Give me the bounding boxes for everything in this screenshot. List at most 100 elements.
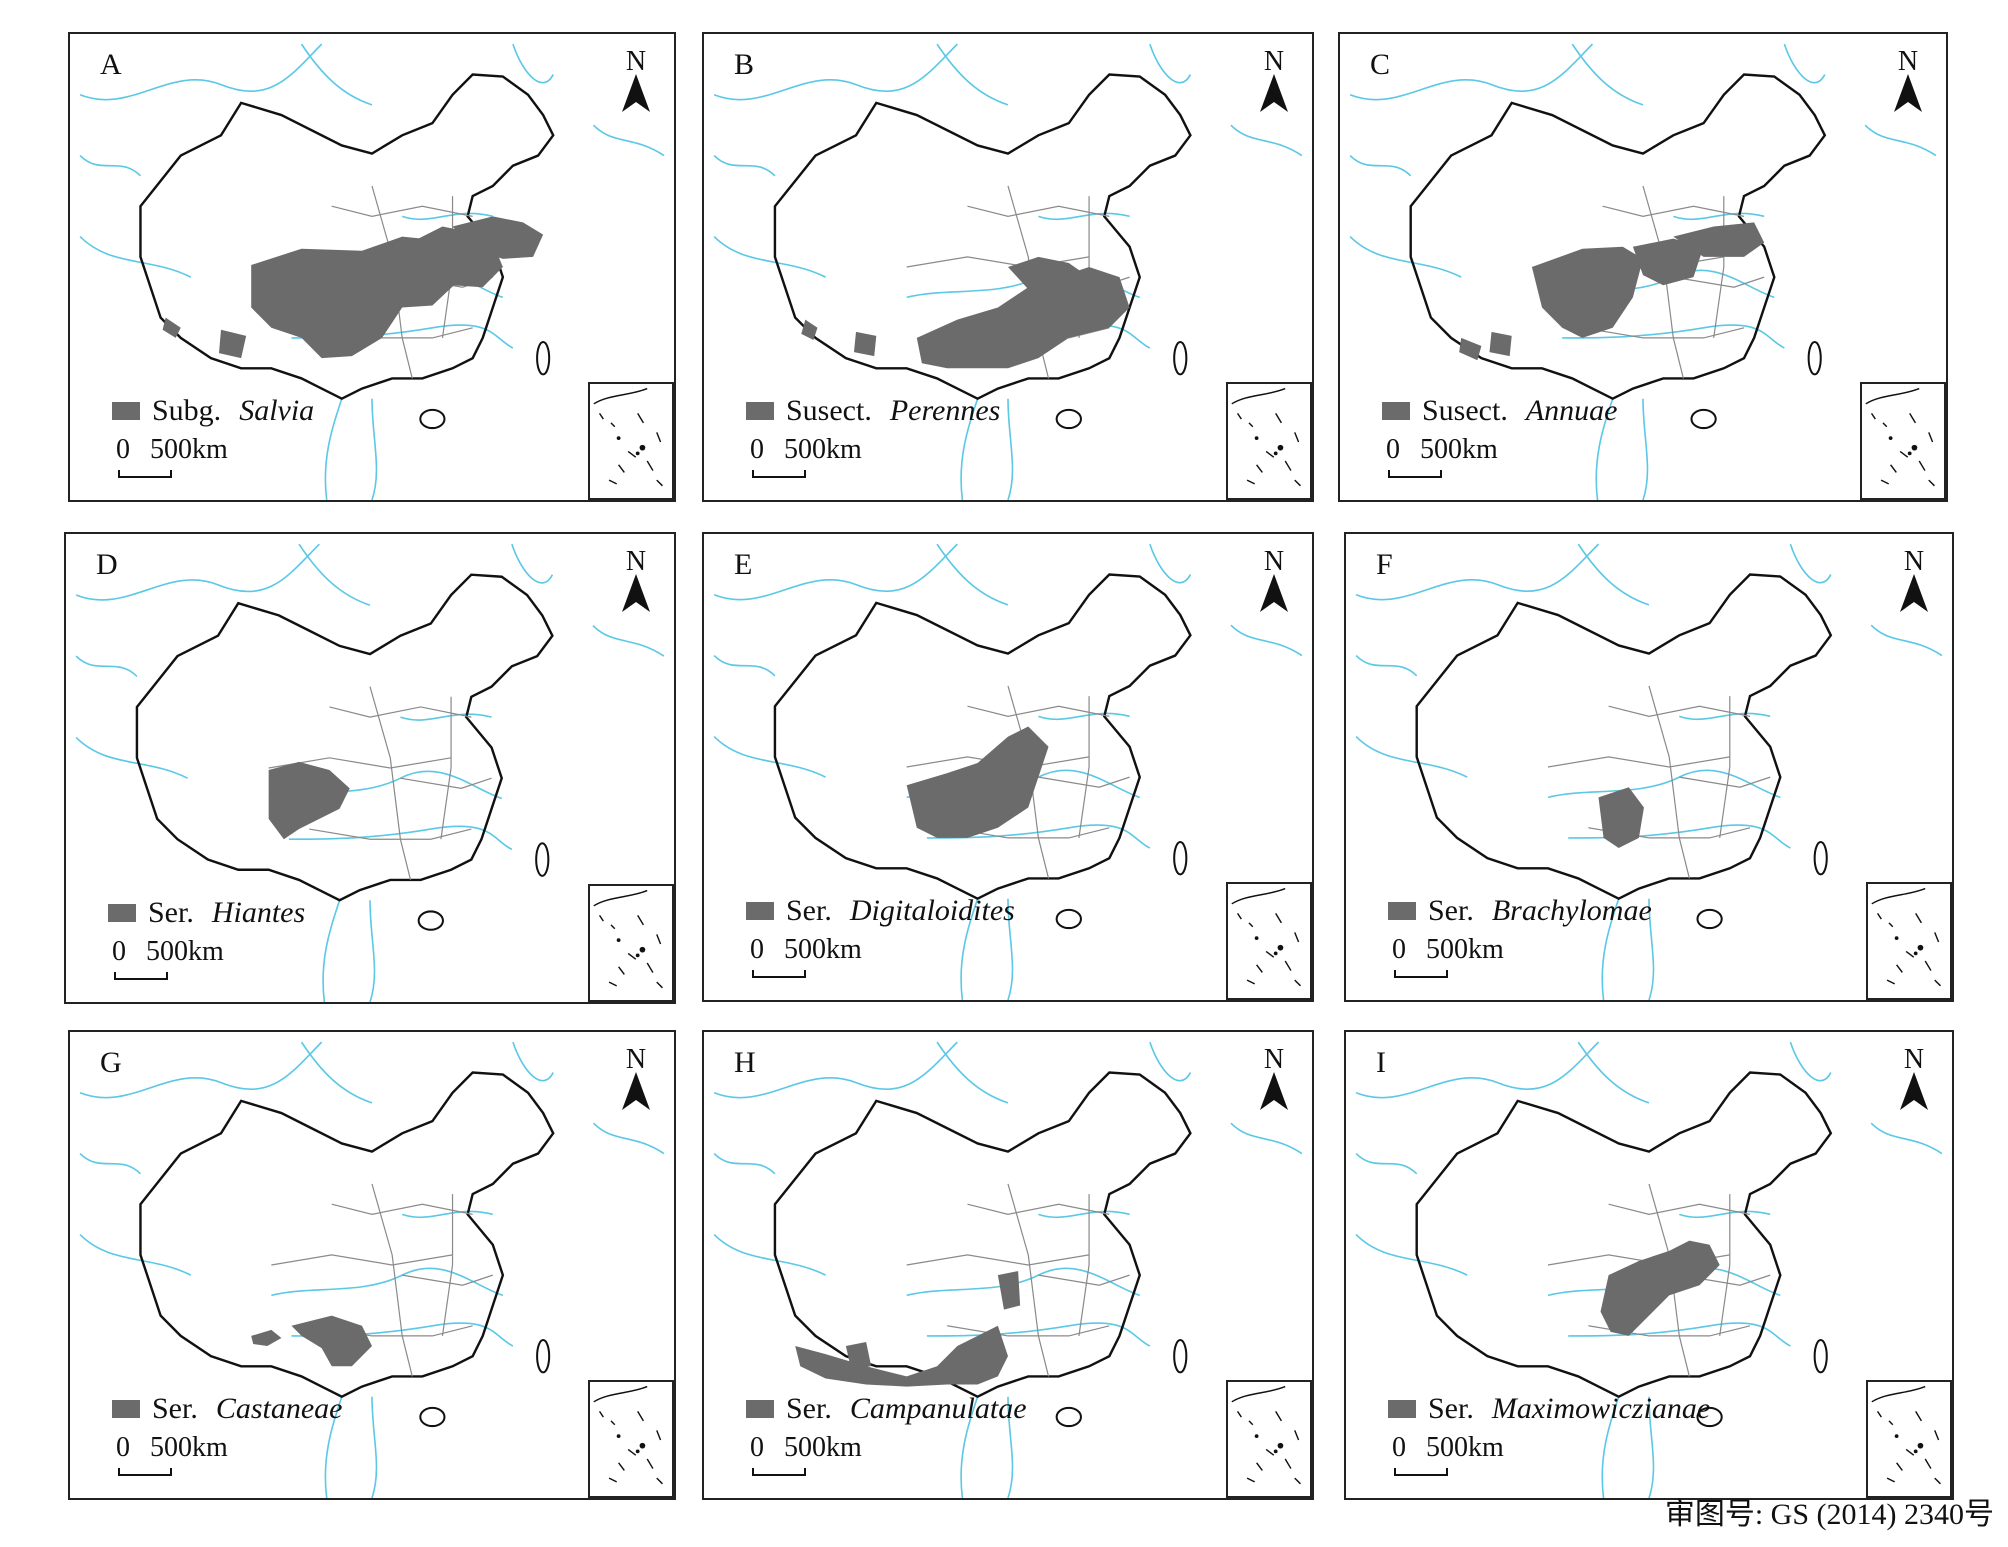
map-panel-d: D N Ser. Hiantes 0 500km — [64, 532, 676, 1004]
distribution-area — [1489, 331, 1512, 357]
province-boundary — [1608, 1203, 1751, 1215]
river-line — [1355, 543, 1600, 601]
north-label: N — [625, 546, 647, 577]
river-line — [512, 43, 554, 84]
province-boundary — [271, 1254, 453, 1266]
river-line — [79, 236, 192, 278]
panel-letter: D — [96, 548, 118, 581]
legend-taxon: Campanulatae — [849, 1392, 1027, 1425]
china-border — [139, 73, 555, 401]
river-line — [713, 1152, 776, 1175]
basemap — [79, 43, 665, 500]
legend: Ser. Brachylomae — [1388, 894, 1652, 928]
scale-zero: 0 — [750, 1432, 764, 1463]
scale-bar: 0 500km — [1388, 1430, 1538, 1480]
taiwan-island — [1173, 1338, 1188, 1374]
river-line — [79, 154, 142, 177]
legend-taxon: Brachylomae — [1491, 894, 1652, 927]
river-line — [1642, 398, 1649, 500]
river-line — [713, 543, 958, 601]
legend-rank: Subg. — [152, 394, 222, 427]
province-boundary — [1719, 696, 1731, 838]
river-line — [713, 236, 826, 278]
north-label: N — [1263, 46, 1285, 77]
river-line — [1038, 1210, 1130, 1219]
taiwan-island — [536, 340, 551, 376]
distribution-area — [1632, 238, 1704, 286]
river-line — [713, 43, 958, 101]
province-boundary — [331, 1203, 473, 1215]
province-boundary — [1007, 685, 1050, 879]
river-line — [369, 900, 376, 1002]
map-panel-g: G N Ser. Castaneae 0 500km — [68, 1030, 676, 1500]
legend-swatch — [746, 402, 774, 420]
distribution-area — [801, 319, 818, 340]
river-line — [1568, 1322, 1791, 1347]
province-boundary — [331, 205, 473, 217]
map-panel-e: E N Ser. Digitaloidites 0 500km — [702, 532, 1314, 1002]
river-line — [960, 898, 979, 1000]
legend-taxon: Castaneae — [215, 1392, 343, 1425]
scale-distance: 500km — [784, 934, 862, 965]
province-boundary — [441, 1194, 454, 1336]
distribution-area — [1459, 337, 1482, 361]
river-line — [1149, 1041, 1192, 1082]
river-line — [1149, 543, 1192, 584]
river-line — [1349, 43, 1594, 101]
basemap — [1349, 43, 1937, 500]
distribution-area — [251, 1329, 282, 1347]
basemap — [713, 43, 1303, 500]
river-line — [324, 398, 343, 500]
province-boundary — [1078, 696, 1090, 838]
legend-swatch — [746, 902, 774, 920]
legend-taxon: Annuae — [1525, 394, 1618, 427]
province-boundary — [371, 1183, 413, 1377]
river-line — [371, 398, 378, 500]
river-line — [936, 43, 1009, 106]
distribution-area — [1673, 222, 1765, 257]
north-label: N — [625, 46, 647, 77]
hainan-island — [1696, 908, 1723, 930]
panel-letter: G — [100, 1046, 122, 1079]
north-arrow-icon: N — [1888, 48, 1928, 112]
river-line — [79, 1152, 142, 1175]
river-line — [79, 43, 323, 101]
scale-distance: 500km — [1426, 1432, 1504, 1463]
legend: Ser. Campanulatae — [746, 1392, 1027, 1426]
scale-distance: 500km — [146, 936, 224, 967]
legend-swatch — [1388, 1400, 1416, 1418]
river-line — [1679, 712, 1771, 721]
province-boundary — [369, 686, 412, 881]
map-panel-f: F N Ser. Brachylomae 0 500km — [1344, 532, 1954, 1002]
scale-bar: 0 500km — [108, 934, 258, 984]
basemap — [713, 1041, 1303, 1498]
distribution-area — [251, 236, 463, 359]
china-border — [773, 573, 1192, 901]
legend: Ser. Hiantes — [108, 896, 305, 930]
river-line — [1789, 543, 1832, 584]
province-boundary — [329, 706, 472, 718]
province-boundary — [1713, 196, 1725, 338]
map-panel-b: B N Susect. Perennes 0 500km — [702, 32, 1314, 502]
scale-distance: 500km — [150, 434, 228, 465]
legend-swatch — [1382, 402, 1410, 420]
river-line — [75, 543, 320, 601]
map-panel-i: I N Ser. Maximowiczianae 0 500km — [1344, 1030, 1954, 1500]
province-boundary — [1719, 1194, 1731, 1336]
legend-swatch — [112, 1400, 140, 1418]
panel-letter: H — [734, 1046, 756, 1079]
distribution-area — [162, 317, 181, 338]
province-boundary — [967, 705, 1110, 717]
china-border — [1415, 573, 1833, 901]
river-line — [1007, 898, 1014, 1000]
legend-swatch — [112, 402, 140, 420]
north-arrow-icon: N — [1254, 1046, 1294, 1110]
province-boundary — [440, 696, 452, 840]
north-arrow-icon: N — [1254, 48, 1294, 112]
legend-rank: Ser. — [786, 1392, 832, 1425]
river-line — [1648, 1396, 1655, 1498]
south-china-sea-inset — [1226, 882, 1312, 1000]
province-boundary — [1648, 685, 1690, 879]
distribution-area — [795, 1325, 1008, 1387]
south-china-sea-inset — [1226, 1380, 1312, 1498]
